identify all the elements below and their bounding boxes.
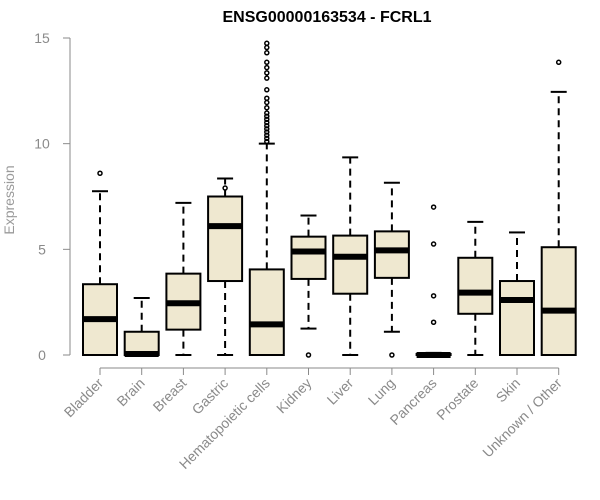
- box-liver: [332, 156, 369, 356]
- plot-area: [82, 40, 577, 358]
- x-tick-label: Bladder: [61, 375, 107, 421]
- box-prostate: [457, 220, 494, 356]
- iqr-box: [373, 230, 410, 279]
- outlier-point: [264, 99, 270, 106]
- x-tick-label: Skin: [493, 375, 524, 406]
- outlier-point: [264, 44, 270, 51]
- iqr-box: [207, 195, 244, 283]
- outlier-point: [430, 204, 437, 210]
- iqr-box: [290, 235, 327, 280]
- x-tick-label: Breast: [150, 375, 190, 415]
- iqr-box: [248, 268, 285, 356]
- outlier-point: [264, 64, 270, 71]
- outlier-point: [264, 70, 270, 76]
- y-tick-label: 15: [34, 30, 50, 46]
- y-axis-label: Expression: [1, 165, 17, 234]
- box-kidney: [290, 214, 327, 358]
- y-axis: 0 5 10 15: [34, 30, 71, 363]
- outlier-point: [305, 352, 312, 358]
- x-tick-label: Kidney: [273, 375, 315, 417]
- outlier-point: [264, 59, 270, 66]
- iqr-box: [540, 246, 577, 356]
- outlier-point: [264, 95, 270, 101]
- outlier-point: [264, 50, 270, 56]
- x-tick-label: Unknown / Other: [479, 375, 565, 461]
- box-skin: [499, 231, 535, 356]
- outlier-point: [264, 126, 270, 132]
- outlier-point: [264, 132, 270, 138]
- outlier-point: [264, 110, 270, 116]
- outlier-point: [264, 119, 270, 126]
- box-hematopoietic-cells: [248, 40, 285, 356]
- box-lung: [373, 181, 410, 358]
- box-pancreas: [415, 204, 452, 358]
- chart-title: ENSG00000163534 - FCRL1: [223, 9, 432, 26]
- outlier-point: [430, 241, 437, 247]
- box-gastric: [207, 177, 244, 356]
- outlier-point: [264, 135, 270, 142]
- outlier-point: [264, 40, 270, 47]
- outlier-point: [264, 75, 270, 81]
- outlier-point: [222, 185, 228, 191]
- outlier-point: [264, 138, 270, 145]
- y-tick-label: 10: [34, 136, 50, 152]
- x-tick-label: Brain: [113, 375, 147, 409]
- outlier-point: [264, 116, 270, 123]
- box-brain: [123, 296, 160, 357]
- box-bladder: [82, 170, 118, 357]
- outlier-point: [264, 104, 270, 111]
- outlier-point: [264, 129, 270, 135]
- x-tick-label: Prostate: [433, 375, 481, 423]
- outlier-point: [389, 352, 395, 358]
- y-tick-label: 0: [38, 347, 46, 363]
- outlier-point: [430, 293, 437, 299]
- x-tick-label: Liver: [324, 375, 357, 408]
- outlier-point: [264, 113, 270, 119]
- outlier-point: [430, 319, 437, 325]
- outlier-point: [97, 170, 103, 177]
- iqr-box: [332, 234, 369, 295]
- iqr-box: [457, 256, 494, 315]
- outlier-point: [264, 87, 270, 93]
- x-tick-label: Lung: [365, 375, 398, 408]
- box-unknown-other: [540, 59, 577, 356]
- box-breast: [165, 201, 202, 356]
- outlier-point: [555, 59, 562, 66]
- y-tick-label: 5: [38, 241, 46, 257]
- iqr-box: [499, 280, 535, 356]
- outlier-point: [264, 122, 270, 129]
